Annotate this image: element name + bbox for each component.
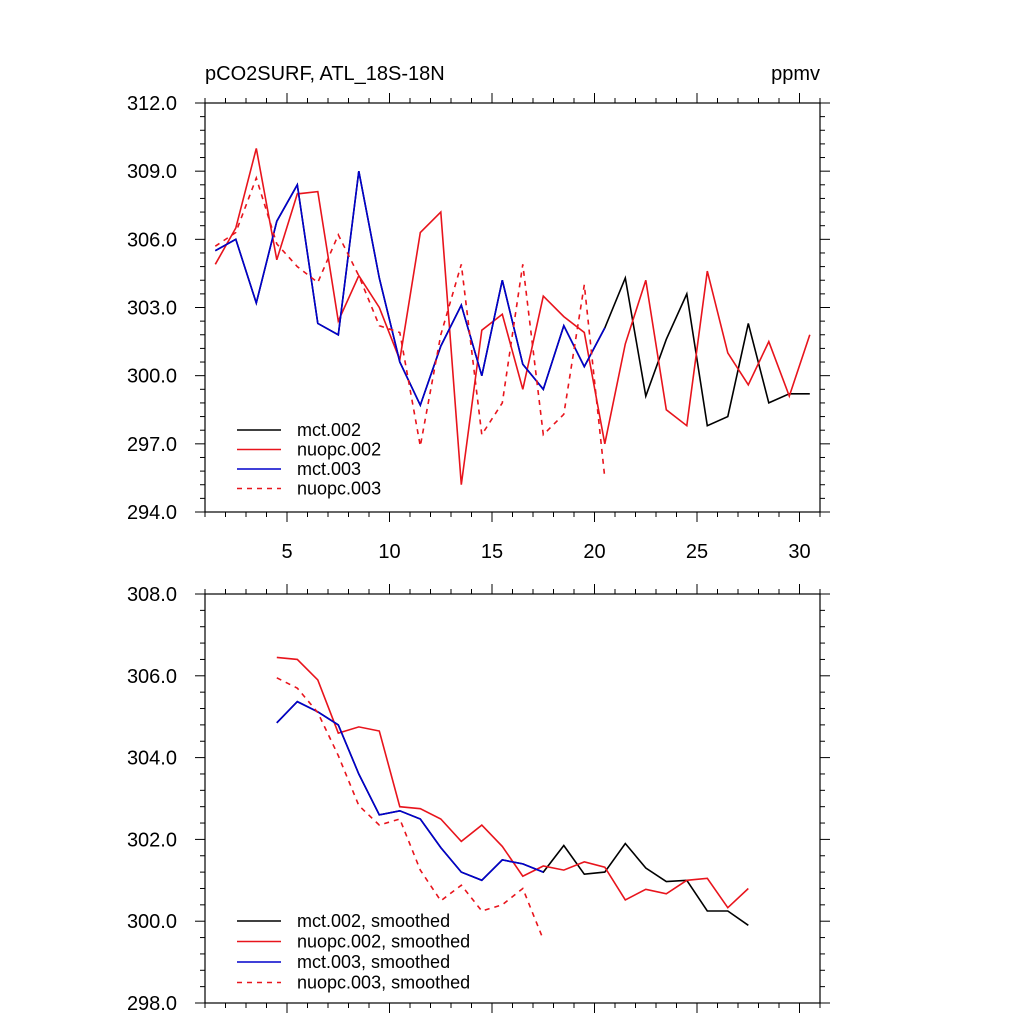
y-tick-label: 309.0 (127, 161, 177, 183)
x-tick-label: 15 (481, 541, 503, 563)
series-line-nuopc-003 (214, 175, 606, 478)
series-line-nuopc-002 (214, 148, 811, 485)
y-tick-label: 300.0 (127, 911, 177, 933)
x-tick-label: 20 (583, 541, 605, 563)
chart-units: ppmv (771, 63, 820, 85)
y-tick-label: 303.0 (127, 298, 177, 320)
x-tick-label: 25 (686, 541, 708, 563)
y-tick-label: 298.0 (127, 993, 177, 1015)
series-line-nuopc-003-smoothed (276, 677, 545, 940)
series-line-mct-002-smoothed (276, 700, 749, 926)
chart-title: pCO2SURF, ATL_18S-18N (205, 63, 445, 85)
x-tick-label: 30 (788, 541, 810, 563)
legend-label: mct.002 (297, 420, 361, 440)
panel-top: pCO2SURF, ATL_18S-18N ppmv 5 10 15 20 25 30 29… (127, 63, 830, 563)
legend-label: nuopc.002, smoothed (297, 932, 470, 952)
legend-label: mct.003 (297, 459, 361, 479)
y-tick-label: 306.0 (127, 229, 177, 251)
y-tick-label: 297.0 (127, 434, 177, 456)
y-tick-label: 300.0 (127, 366, 177, 388)
legend-label: nuopc.003 (297, 479, 381, 499)
y-tick-label: 302.0 (127, 829, 177, 851)
series-line-mct-003-smoothed (276, 700, 544, 882)
series-line-mct-003 (214, 171, 606, 408)
legend-label: nuopc.002 (297, 440, 381, 460)
legend-label: mct.003, smoothed (297, 952, 450, 972)
legend-label: nuopc.003, smoothed (297, 973, 470, 993)
panel-bottom: 298.0 300.0 302.0 304.0 306.0 308.0 mct.002, s… (127, 584, 830, 1015)
y-tick-label: 312.0 (127, 93, 177, 115)
y-tick-label: 308.0 (127, 584, 177, 606)
x-tick-label: 5 (281, 541, 292, 563)
y-tick-label: 304.0 (127, 748, 177, 770)
series-line-mct-002 (214, 171, 810, 427)
x-tick-label: 10 (378, 541, 400, 563)
series-line-nuopc-002-smoothed (276, 656, 749, 909)
y-tick-label: 306.0 (127, 666, 177, 688)
y-tick-label: 294.0 (127, 502, 177, 524)
legend-label: mct.002, smoothed (297, 911, 450, 931)
